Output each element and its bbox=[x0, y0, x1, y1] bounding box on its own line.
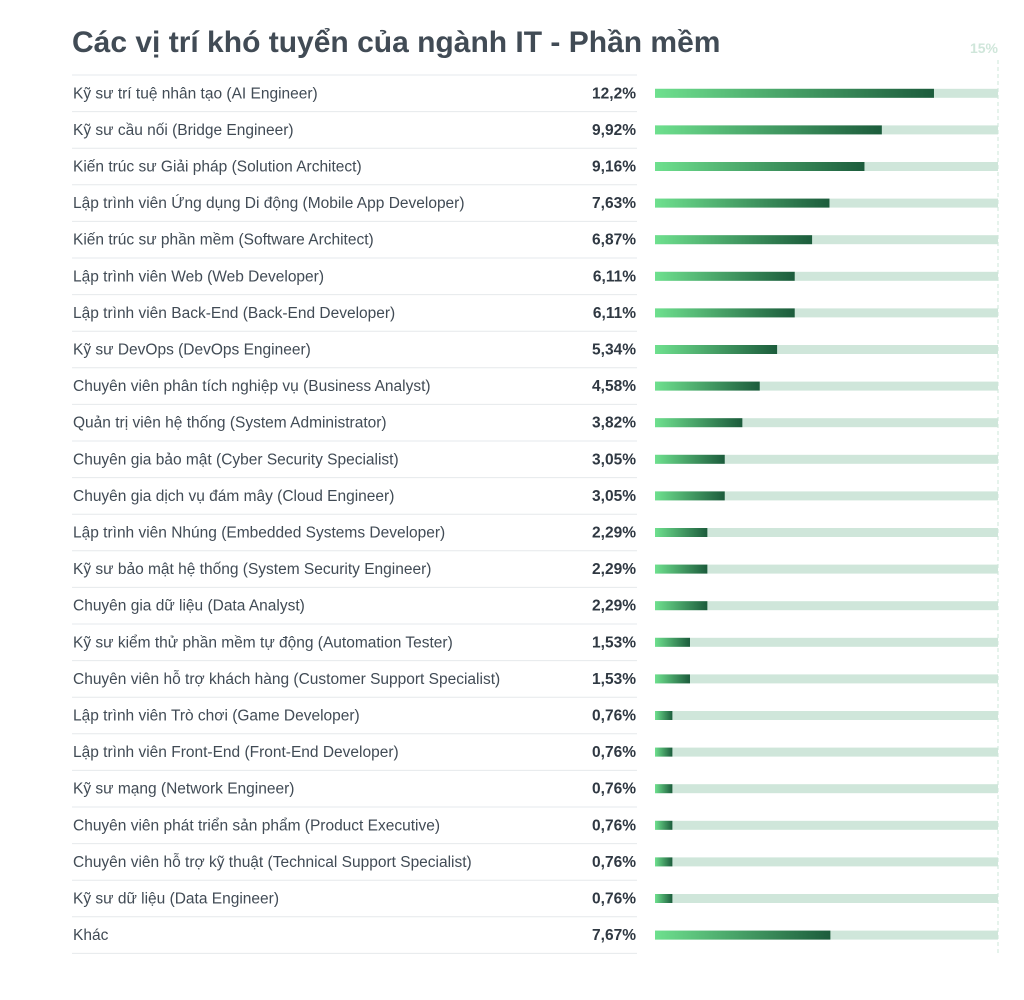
bar bbox=[655, 711, 673, 720]
category-label: Chuyên gia bảo mật (Cyber Security Speci… bbox=[73, 451, 399, 468]
value-label: 2,29% bbox=[592, 598, 636, 615]
bar bbox=[655, 125, 882, 135]
bar-track bbox=[655, 637, 998, 647]
value-label: 6,87% bbox=[592, 232, 636, 249]
value-label: 0,76% bbox=[592, 708, 636, 725]
bar-track bbox=[655, 711, 998, 720]
value-label: 3,05% bbox=[592, 451, 636, 468]
bar-track bbox=[655, 345, 998, 354]
bar bbox=[655, 857, 673, 867]
bar-track bbox=[655, 894, 998, 903]
category-label: Kỹ sư cầu nối (Bridge Engineer) bbox=[73, 122, 294, 139]
bar-track bbox=[655, 528, 998, 537]
category-label: Chuyên viên hỗ trợ khách hàng (Customer … bbox=[73, 671, 500, 688]
value-label: 2,29% bbox=[592, 525, 636, 542]
bar-track bbox=[655, 820, 998, 830]
value-label: 9,92% bbox=[592, 122, 636, 139]
value-label: 7,63% bbox=[592, 195, 636, 212]
category-label: Chuyên gia dữ liệu (Data Analyst) bbox=[73, 598, 305, 615]
bar-track bbox=[655, 601, 998, 611]
bar bbox=[655, 528, 708, 537]
value-label: 0,76% bbox=[592, 854, 636, 871]
bar-track bbox=[655, 454, 998, 464]
value-label: 12,2% bbox=[592, 85, 636, 102]
bar-track bbox=[655, 674, 998, 684]
bar bbox=[655, 198, 830, 208]
bar bbox=[655, 418, 743, 428]
category-label: Lập trình viên Back-End (Back-End Develo… bbox=[73, 305, 395, 322]
bar bbox=[655, 930, 831, 940]
bar bbox=[655, 88, 934, 98]
category-label: Kỹ sư bảo mật hệ thống (System Security … bbox=[73, 561, 431, 578]
category-label: Kỹ sư mạng (Network Engineer) bbox=[73, 781, 294, 798]
category-label: Lập trình viên Nhúng (Embedded Systems D… bbox=[73, 525, 445, 542]
value-label: 1,53% bbox=[592, 671, 636, 688]
bar-track bbox=[655, 271, 998, 281]
value-label: 0,76% bbox=[592, 744, 636, 761]
bar-track bbox=[655, 564, 998, 574]
bar bbox=[655, 601, 708, 611]
category-label: Chuyên viên phát triển sản phẩm (Product… bbox=[73, 817, 440, 834]
category-label: Khác bbox=[73, 927, 109, 944]
category-label: Quản trị viên hệ thống (System Administr… bbox=[73, 415, 387, 432]
value-label: 4,58% bbox=[592, 378, 636, 395]
category-label: Kiến trúc sư Giải pháp (Solution Archite… bbox=[73, 159, 362, 176]
axis-max-label: 15% bbox=[970, 40, 999, 56]
bar-track bbox=[655, 857, 998, 867]
chart-rows: Kỹ sư trí tuệ nhân tạo (AI Engineer) 12,2… bbox=[72, 74, 998, 954]
category-label: Chuyên gia dịch vụ đám mây (Cloud Engine… bbox=[73, 488, 394, 505]
bar bbox=[655, 674, 690, 684]
bar bbox=[655, 162, 865, 171]
chart-title: Các vị trí khó tuyển của ngành IT - Phần… bbox=[72, 26, 720, 59]
category-label: Lập trình viên Trò chơi (Game Developer) bbox=[73, 708, 360, 725]
category-label: Kỹ sư dữ liệu (Data Engineer) bbox=[73, 891, 279, 908]
value-label: 9,16% bbox=[592, 159, 636, 176]
bar bbox=[655, 271, 795, 281]
bar-track bbox=[655, 747, 998, 757]
bar-track bbox=[655, 235, 998, 245]
category-label: Kỹ sư trí tuệ nhân tạo (AI Engineer) bbox=[73, 85, 318, 102]
bar bbox=[655, 308, 795, 318]
bar bbox=[655, 381, 760, 391]
bar bbox=[655, 235, 813, 245]
value-label: 3,82% bbox=[592, 415, 636, 432]
category-label: Lập trình viên Web (Web Developer) bbox=[73, 268, 324, 285]
bar bbox=[655, 894, 673, 903]
bar bbox=[655, 345, 778, 354]
value-label: 6,11% bbox=[593, 305, 636, 322]
bar bbox=[655, 784, 673, 794]
bar bbox=[655, 564, 708, 574]
value-label: 7,67% bbox=[592, 927, 636, 944]
bar bbox=[655, 637, 690, 647]
bar-track bbox=[655, 491, 998, 501]
category-label: Lập trình viên Front-End (Front-End Deve… bbox=[73, 744, 399, 761]
value-label: 3,05% bbox=[592, 488, 636, 505]
bar-track bbox=[655, 418, 998, 428]
value-label: 6,11% bbox=[593, 268, 636, 285]
category-label: Kỹ sư DevOps (DevOps Engineer) bbox=[73, 342, 311, 359]
category-label: Chuyên viên phân tích nghiệp vụ (Busines… bbox=[73, 378, 431, 395]
bar-track bbox=[655, 381, 998, 391]
value-label: 1,53% bbox=[592, 634, 636, 651]
category-label: Chuyên viên hỗ trợ kỹ thuật (Technical S… bbox=[73, 854, 472, 871]
bar-track bbox=[655, 308, 998, 318]
category-label: Kiến trúc sư phần mềm (Software Architec… bbox=[73, 232, 374, 249]
bar bbox=[655, 454, 725, 464]
value-label: 2,29% bbox=[592, 561, 636, 578]
value-label: 0,76% bbox=[592, 891, 636, 908]
bar bbox=[655, 491, 725, 501]
value-label: 0,76% bbox=[592, 781, 636, 798]
bar bbox=[655, 820, 673, 830]
bar-track bbox=[655, 784, 998, 794]
category-label: Lập trình viên Ứng dụng Di động (Mobile … bbox=[73, 195, 465, 212]
value-label: 0,76% bbox=[592, 817, 636, 834]
category-label: Kỹ sư kiểm thử phần mềm tự động (Automat… bbox=[73, 634, 453, 651]
value-label: 5,34% bbox=[592, 342, 636, 359]
bar bbox=[655, 747, 673, 757]
